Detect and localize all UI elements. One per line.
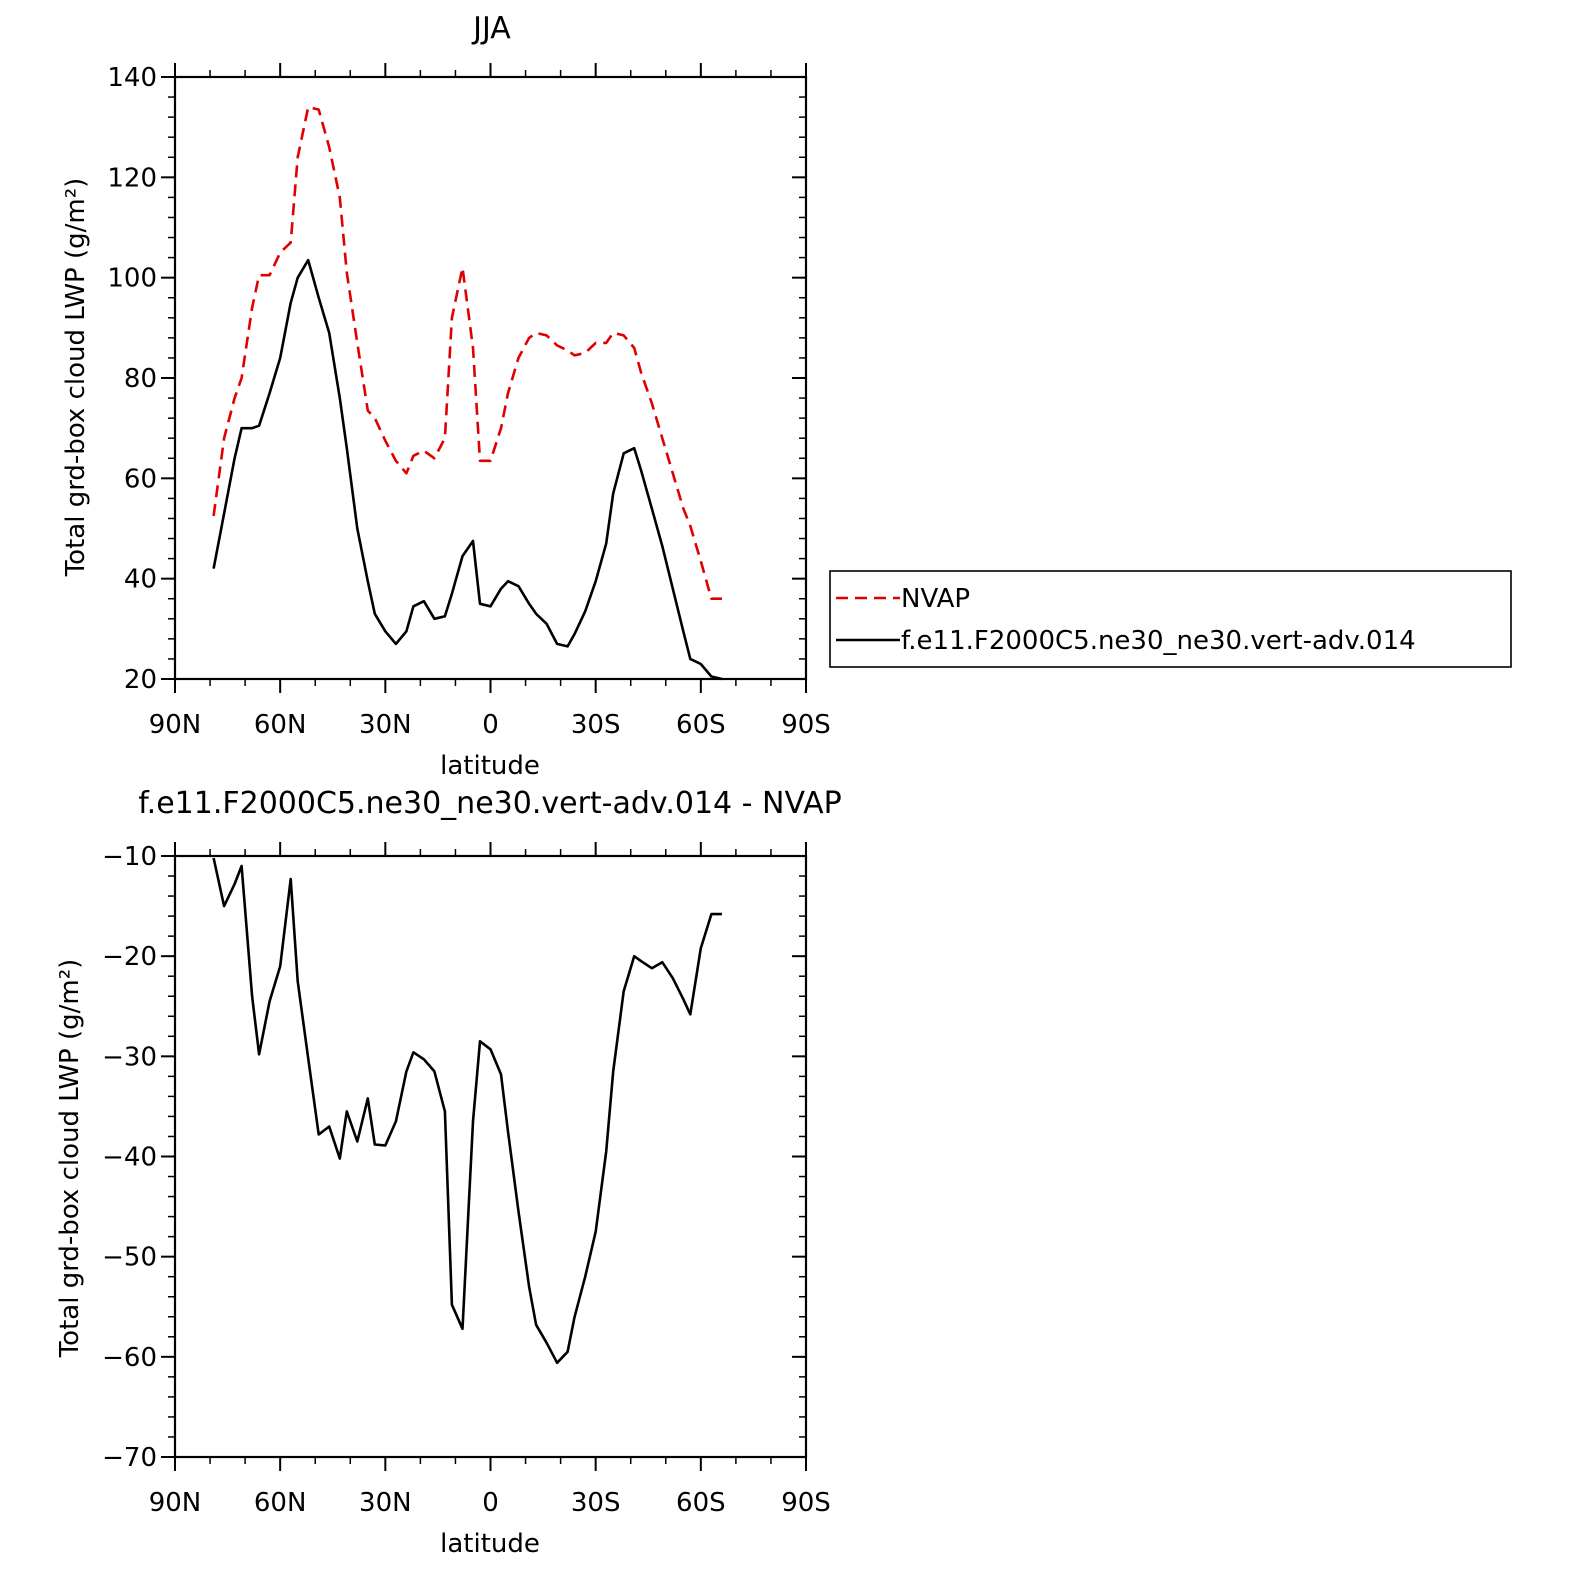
y-tick-label: 120 (107, 163, 157, 193)
y-tick-label: −30 (102, 1042, 157, 1072)
plot-frame (173, 75, 808, 681)
x-tick-label: 90S (781, 1488, 831, 1518)
y-tick-label: 20 (124, 665, 157, 695)
x-tick-label: 60N (254, 710, 307, 740)
series-line-0 (212, 105, 722, 601)
x-axis-label: latitude (440, 1529, 540, 1559)
series-line-0 (212, 857, 722, 1365)
x-tick-label: 60S (676, 1488, 726, 1518)
x-tick-label: 90S (781, 710, 831, 740)
series-line-1 (212, 258, 723, 681)
legend: NVAP f.e11.F2000C5.ne30_ne30.vert-adv.01… (829, 570, 1512, 668)
y-tick-label: −50 (102, 1243, 157, 1273)
y-tick-label: −70 (102, 1443, 157, 1473)
plot-frame (173, 854, 808, 1459)
axes-frame: 20 40 60 80 100 120 140 90N 60N 30N 0 30S 60S 90S (107, 63, 831, 740)
x-tick-label: 30S (571, 1488, 621, 1518)
y-tick-label: 60 (124, 464, 157, 494)
series-group (212, 857, 722, 1365)
axes-frame: −70 −60 −50 −40 −30 −20 −10 90N 60N 30N 0 30S 60S 90S (102, 842, 831, 1518)
x-tick-label: 60S (676, 710, 726, 740)
bottom-panel: f.e11.F2000C5.ne30_ne30.vert-adv.014 - N… (55, 786, 842, 1559)
x-tick-label: 90N (149, 1488, 202, 1518)
y-tick-label: −20 (102, 942, 157, 972)
y-tick-label: −60 (102, 1343, 157, 1373)
chart-title: f.e11.F2000C5.ne30_ne30.vert-adv.014 - N… (138, 786, 841, 821)
y-axis-label: Total grd-box cloud LWP (g/m²) (55, 959, 85, 1359)
legend-label-model: f.e11.F2000C5.ne30_ne30.vert-adv.014 (901, 626, 1416, 656)
series-group (212, 105, 723, 681)
x-tick-label: 0 (482, 1488, 499, 1518)
x-tick-label: 90N (149, 710, 202, 740)
x-tick-label: 30S (571, 710, 621, 740)
y-tick-label: 140 (107, 63, 157, 93)
chart-title: JJA (471, 11, 511, 46)
y-tick-label: −40 (102, 1143, 157, 1173)
x-tick-label: 0 (482, 710, 499, 740)
legend-label-nvap: NVAP (901, 584, 970, 614)
legend-box (829, 570, 1512, 668)
x-axis-label: latitude (440, 751, 540, 781)
y-axis-label: Total grd-box cloud LWP (g/m²) (61, 178, 91, 578)
y-tick-label: 80 (124, 364, 157, 394)
x-tick-label: 60N (254, 1488, 307, 1518)
x-tick-label: 30N (359, 710, 412, 740)
y-tick-label: −10 (102, 842, 157, 872)
x-tick-label: 30N (359, 1488, 412, 1518)
y-tick-label: 40 (124, 565, 157, 595)
top-panel: JJA 20 40 60 80 100 120 140 90N 60N 30N 0 30S 60S 90S… (61, 11, 831, 781)
y-tick-label: 100 (107, 264, 157, 294)
